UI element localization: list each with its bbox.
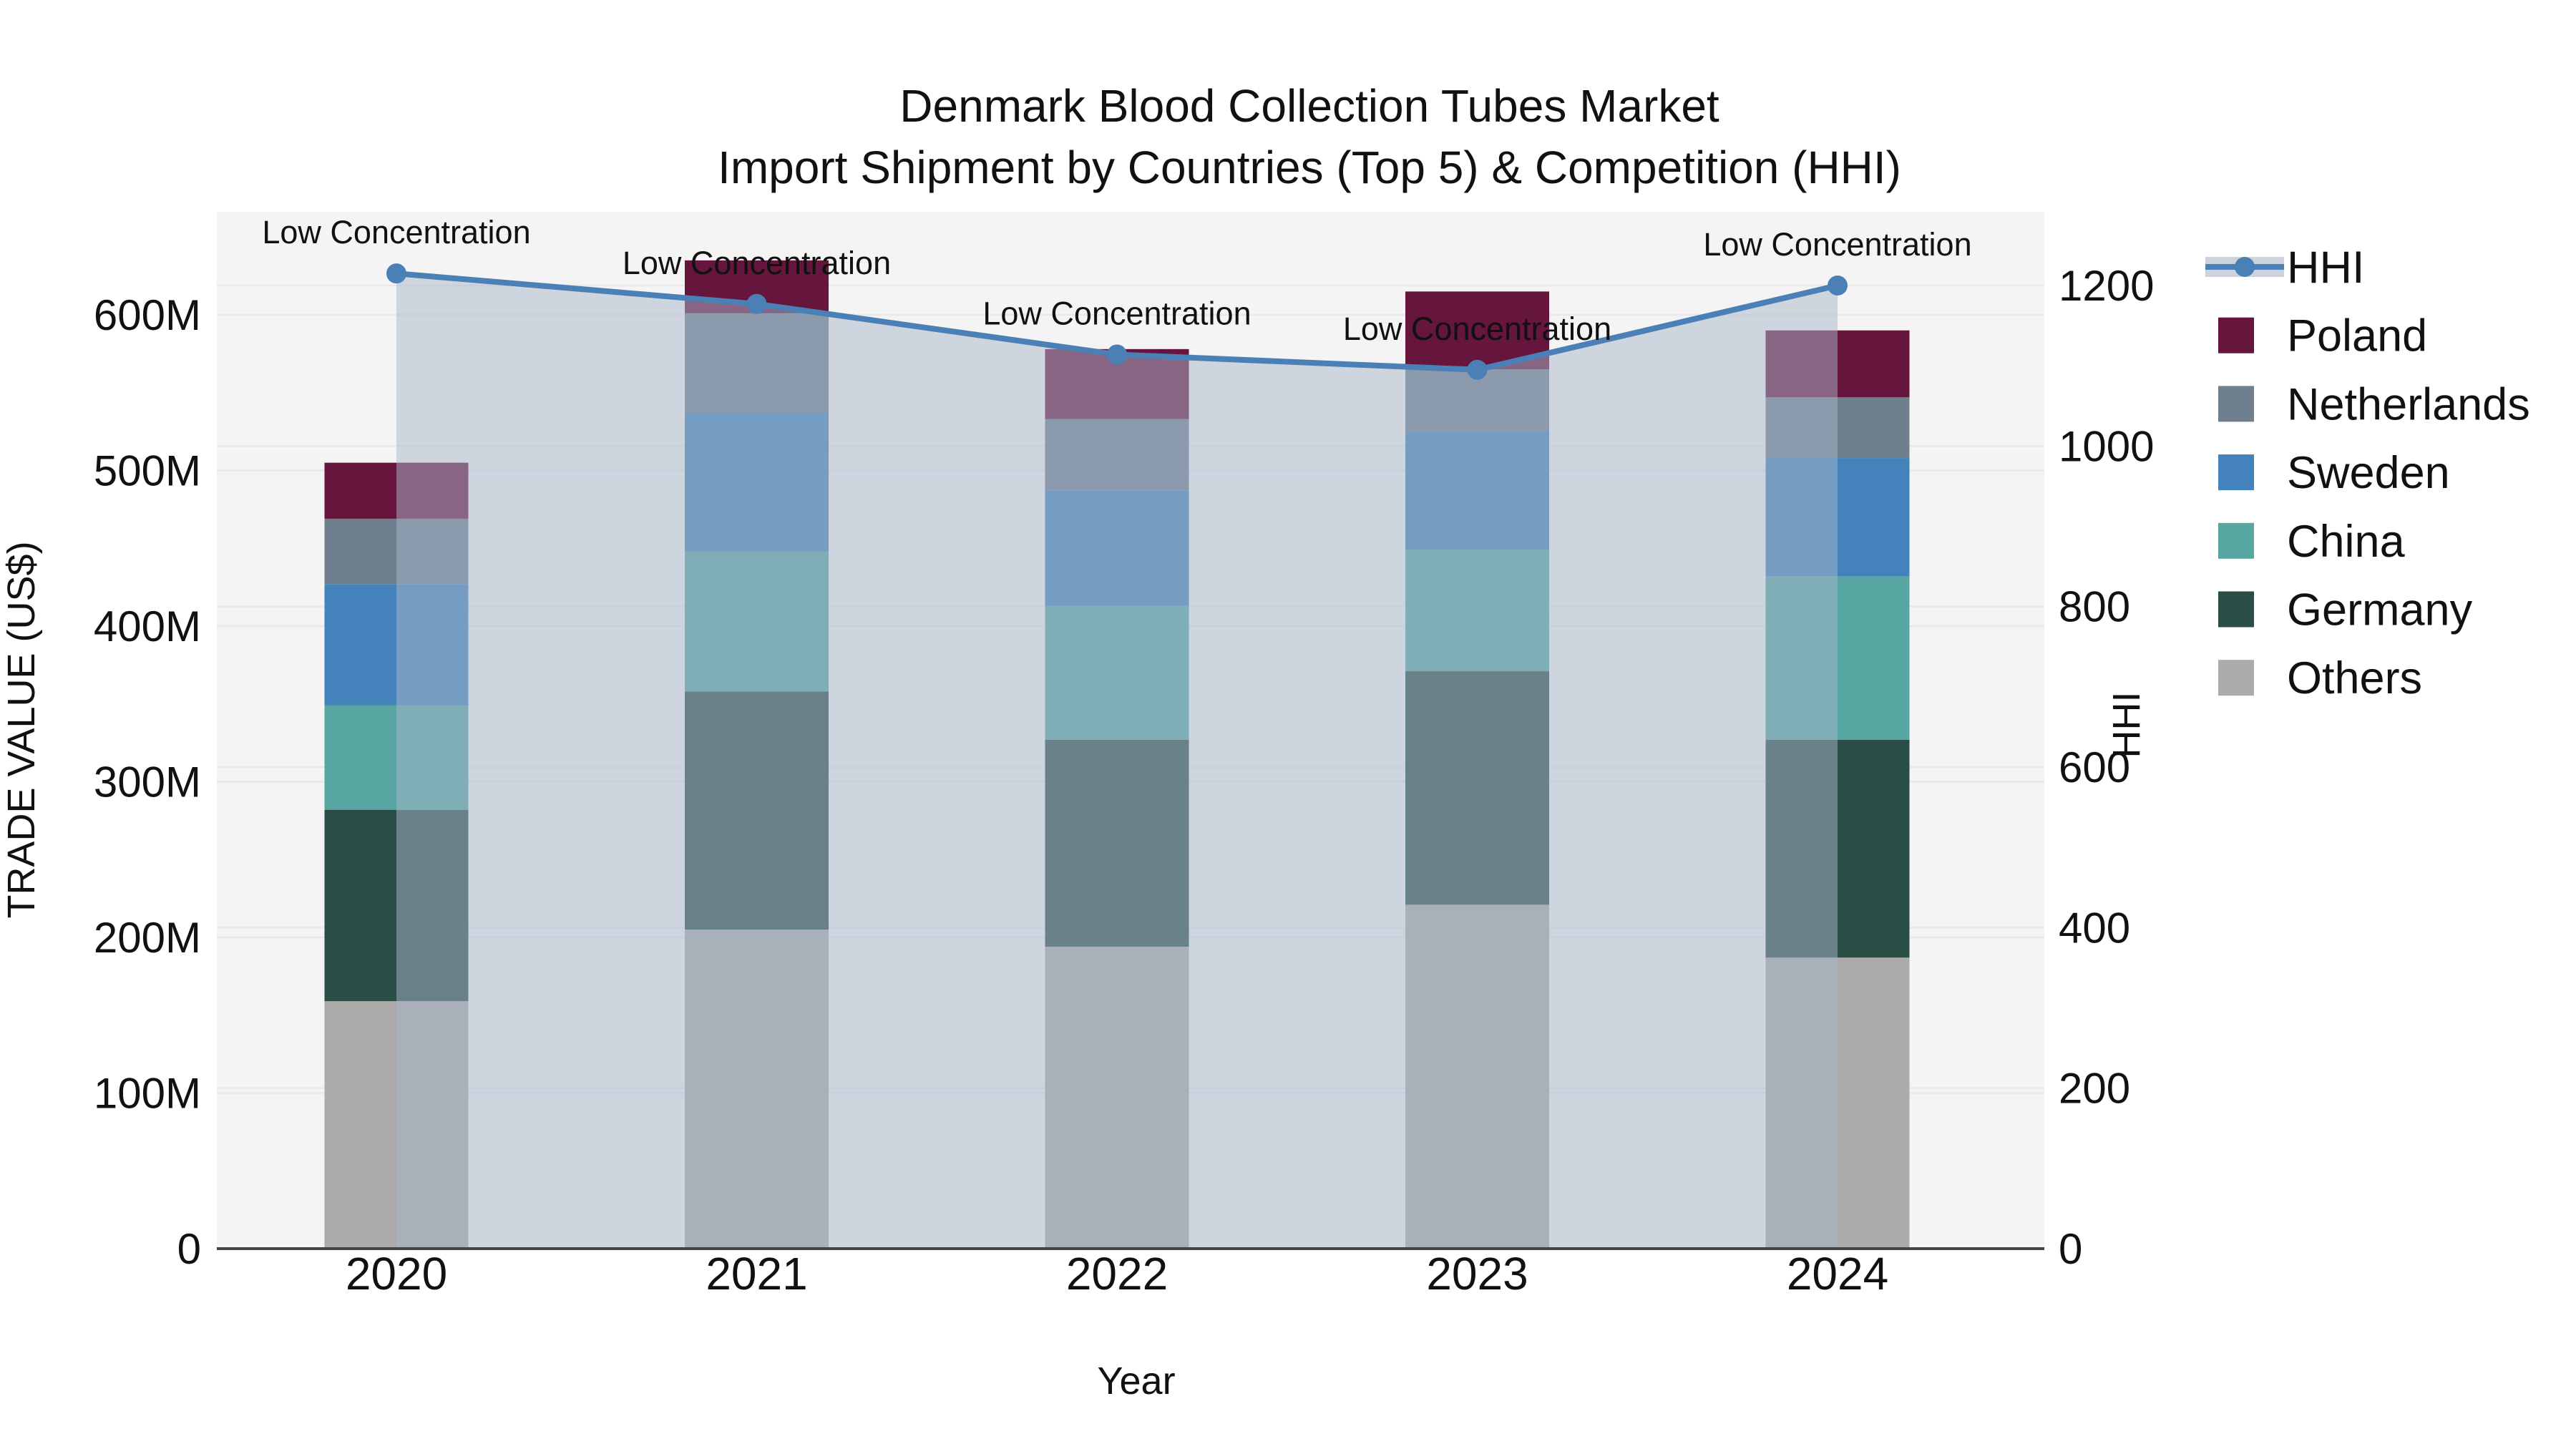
legend-item-china[interactable]: China bbox=[2218, 517, 2406, 567]
annotation-2020: Low Concentration bbox=[262, 214, 530, 250]
legend: HHI Poland Netherlands Sweden China Germany Ot… bbox=[2205, 243, 2530, 703]
legend-item-others[interactable]: Others bbox=[2218, 653, 2422, 703]
hhi-marker-2020[interactable] bbox=[386, 263, 406, 284]
y-right-tick-1000: 1000 bbox=[2059, 422, 2154, 470]
y-left-tick-300: 300M bbox=[94, 758, 201, 806]
legend-swatch-sweden bbox=[2218, 454, 2254, 491]
legend-swatch-poland bbox=[2218, 317, 2254, 353]
legend-label-germany: Germany bbox=[2287, 585, 2473, 635]
legend-hhi-marker-icon bbox=[2235, 257, 2255, 277]
legend-item-hhi[interactable]: HHI bbox=[2205, 243, 2365, 293]
y-left-tick-500: 500M bbox=[94, 447, 201, 495]
y-right-tick-400: 400 bbox=[2059, 904, 2130, 952]
annotation-2022: Low Concentration bbox=[982, 295, 1251, 331]
y-right-tick-600: 600 bbox=[2059, 743, 2130, 791]
hhi-marker-2021[interactable] bbox=[746, 293, 767, 314]
legend-label-china: China bbox=[2287, 517, 2406, 567]
legend-item-poland[interactable]: Poland bbox=[2218, 311, 2427, 361]
legend-label-hhi: HHI bbox=[2287, 243, 2365, 293]
hhi-line-layer bbox=[386, 263, 1848, 380]
legend-swatch-germany bbox=[2218, 591, 2254, 628]
y-right-tick-0: 0 bbox=[2059, 1225, 2082, 1273]
legend-label-sweden: Sweden bbox=[2287, 448, 2450, 498]
legend-item-germany[interactable]: Germany bbox=[2218, 585, 2473, 635]
hhi-area-fill-layer bbox=[396, 273, 1838, 1249]
hhi-marker-2023[interactable] bbox=[1467, 359, 1488, 380]
hhi-marker-2024[interactable] bbox=[1828, 275, 1848, 296]
annotation-2021: Low Concentration bbox=[623, 245, 891, 281]
y-right-tick-200: 200 bbox=[2059, 1065, 2130, 1113]
y-left-tick-400: 400M bbox=[94, 602, 201, 650]
y-left-tick-600: 600M bbox=[94, 291, 201, 339]
legend-label-others: Others bbox=[2287, 653, 2422, 703]
y-left-axis-title: TRADE VALUE (US$) bbox=[0, 541, 43, 918]
y-right-tick-1200: 1200 bbox=[2059, 262, 2154, 310]
y-left-tick-100: 100M bbox=[94, 1070, 201, 1118]
legend-item-sweden[interactable]: Sweden bbox=[2218, 448, 2450, 498]
y-right-tick-800: 800 bbox=[2059, 583, 2130, 631]
legend-swatch-others bbox=[2218, 660, 2254, 696]
chart-title-line2: Import Shipment by Countries (Top 5) & C… bbox=[718, 142, 1901, 193]
legend-swatch-china bbox=[2218, 522, 2254, 559]
x-tick-2024: 2024 bbox=[1787, 1248, 1888, 1299]
y-right-axis-title: HHI bbox=[2105, 692, 2148, 758]
x-axis-title: Year bbox=[1097, 1360, 1175, 1402]
y-left-tick-0: 0 bbox=[177, 1225, 201, 1273]
x-tick-2020: 2020 bbox=[346, 1248, 447, 1299]
legend-label-poland: Poland bbox=[2287, 311, 2427, 361]
tick-labels-layer: 0 100M 200M 300M 400M 500M 600M 0 200 400 600 800 10… bbox=[94, 262, 2155, 1299]
annotation-2023: Low Concentration bbox=[1343, 311, 1611, 347]
x-tick-2023: 2023 bbox=[1426, 1248, 1528, 1299]
hhi-area-fill bbox=[396, 273, 1838, 1249]
x-tick-2021: 2021 bbox=[706, 1248, 807, 1299]
annotation-2024: Low Concentration bbox=[1703, 226, 1971, 263]
legend-item-netherlands[interactable]: Netherlands bbox=[2218, 379, 2530, 429]
chart-title-line1: Denmark Blood Collection Tubes Market bbox=[899, 80, 1719, 132]
annotations-layer: Low Concentration Low Concentration Low Co… bbox=[262, 214, 1971, 347]
legend-swatch-netherlands bbox=[2218, 386, 2254, 422]
x-tick-2022: 2022 bbox=[1066, 1248, 1168, 1299]
y-left-tick-200: 200M bbox=[94, 914, 201, 962]
legend-label-netherlands: Netherlands bbox=[2287, 379, 2530, 429]
hhi-marker-2022[interactable] bbox=[1107, 344, 1127, 365]
